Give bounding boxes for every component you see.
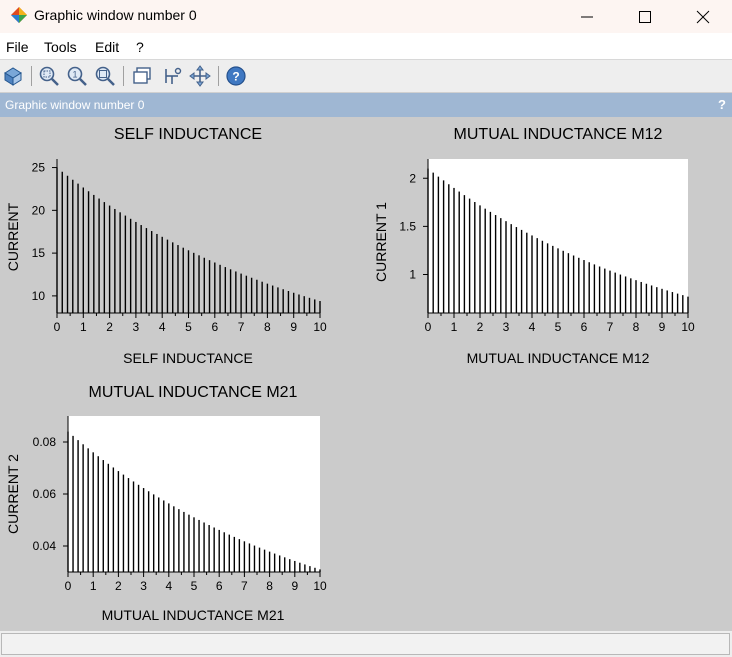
x-tick-label: 4: [165, 579, 172, 593]
x-tick-label: 8: [266, 579, 273, 593]
x-tick-label: 0: [425, 320, 432, 334]
zoom-in-icon[interactable]: 1: [66, 65, 88, 87]
x-tick-label: 0: [54, 320, 61, 334]
chart-title: SELF INDUCTANCE: [114, 126, 262, 143]
status-message: [1, 633, 730, 655]
x-tick-label: 1: [80, 320, 87, 334]
pan-icon[interactable]: [189, 65, 211, 87]
menu-file[interactable]: File: [6, 39, 29, 55]
minimize-icon: [581, 16, 593, 17]
chart-mutual-inductance-m21: MUTUAL INDUCTANCE M21 MUTUAL INDUCTANCE …: [5, 384, 327, 623]
x-tick-label: 9: [659, 320, 666, 334]
svg-text:1: 1: [72, 70, 77, 80]
y-tick-label: 20: [32, 203, 46, 217]
toolbar-separator: [218, 66, 219, 86]
window-title: Graphic window number 0: [34, 7, 197, 23]
toolbar-separator: [31, 66, 32, 86]
x-tick-label: 8: [633, 320, 640, 334]
menu-help[interactable]: ?: [136, 39, 144, 55]
minimize-button[interactable]: [558, 0, 616, 33]
chart-title: MUTUAL INDUCTANCE M12: [454, 126, 663, 143]
plots-svg: SELF INDUCTANCE SELF INDUCTANCE CURRENT …: [5, 126, 695, 623]
graphic-canvas: SELF INDUCTANCE SELF INDUCTANCE CURRENT …: [0, 117, 732, 631]
zoom-out-icon[interactable]: [94, 65, 116, 87]
x-tick-label: 3: [140, 579, 147, 593]
close-button[interactable]: [674, 0, 732, 33]
scilab-logo-icon: [11, 7, 27, 23]
edit-axes-icon[interactable]: [161, 65, 183, 87]
zoom-area-icon[interactable]: [38, 65, 60, 87]
svg-text:?: ?: [232, 70, 239, 84]
x-tick-label: 3: [503, 320, 510, 334]
y-tick-label: 0.06: [33, 487, 57, 501]
x-tick-label: 2: [477, 320, 484, 334]
toolbar-separator: [123, 66, 124, 86]
chart-self-inductance: SELF INDUCTANCE SELF INDUCTANCE CURRENT …: [5, 126, 327, 366]
panel-title: Graphic window number 0: [5, 98, 145, 112]
menu-edit[interactable]: Edit: [95, 39, 120, 55]
x-tick-label: 1: [451, 320, 458, 334]
y-tick-label: 0.04: [33, 539, 57, 553]
x-tick-label: 7: [241, 579, 248, 593]
x-tick-label: 5: [555, 320, 562, 334]
window-titlebar: Graphic window number 0: [0, 0, 732, 33]
y-axis-label: CURRENT: [5, 202, 21, 271]
x-tick-label: 2: [106, 320, 113, 334]
panel-help-button[interactable]: ?: [718, 97, 726, 112]
menu-bar: File Tools Edit ?: [0, 33, 732, 59]
x-tick-label: 6: [581, 320, 588, 334]
x-tick-label: 2: [115, 579, 122, 593]
x-tick-label: 9: [291, 579, 298, 593]
x-tick-label: 7: [238, 320, 245, 334]
x-tick-label: 6: [211, 320, 218, 334]
status-bar: [0, 631, 732, 657]
x-axis-label: SELF INDUCTANCE: [123, 350, 253, 366]
menu-tools[interactable]: Tools: [44, 39, 77, 55]
x-tick-label: 10: [313, 579, 327, 593]
x-tick-label: 0: [65, 579, 72, 593]
maximize-button[interactable]: [616, 0, 674, 33]
panel-header: Graphic window number 0 ?: [0, 93, 732, 117]
x-tick-label: 8: [264, 320, 271, 334]
x-tick-label: 4: [529, 320, 536, 334]
x-axis-label: MUTUAL INDUCTANCE M21: [102, 607, 285, 623]
x-tick-label: 5: [185, 320, 192, 334]
y-tick-label: 10: [32, 289, 46, 303]
x-axis-label: MUTUAL INDUCTANCE M12: [467, 350, 650, 366]
y-tick-label: 15: [32, 246, 46, 260]
y-axis-label: CURRENT 2: [5, 454, 21, 534]
x-tick-label: 7: [607, 320, 614, 334]
x-tick-label: 5: [191, 579, 198, 593]
y-tick-label: 1: [409, 268, 416, 282]
x-tick-label: 1: [90, 579, 97, 593]
x-tick-label: 3: [133, 320, 140, 334]
toolbar: 1 ?: [0, 59, 732, 93]
datatip-icon[interactable]: [131, 65, 153, 87]
help-icon[interactable]: ?: [225, 65, 247, 87]
y-tick-label: 2: [409, 171, 416, 185]
y-tick-label: 0.08: [33, 435, 57, 449]
y-tick-label: 1.5: [399, 219, 416, 233]
close-icon: [696, 10, 710, 23]
rotate-icon[interactable]: [2, 65, 24, 87]
chart-title: MUTUAL INDUCTANCE M21: [89, 384, 298, 401]
x-tick-label: 10: [681, 320, 695, 334]
chart-mutual-inductance-m12: MUTUAL INDUCTANCE M12 MUTUAL INDUCTANCE …: [373, 126, 695, 366]
x-tick-label: 10: [313, 320, 327, 334]
y-tick-label: 25: [32, 161, 46, 175]
x-tick-label: 9: [290, 320, 297, 334]
maximize-icon: [639, 10, 651, 23]
y-axis-label: CURRENT 1: [373, 202, 389, 282]
x-tick-label: 6: [216, 579, 223, 593]
x-tick-label: 4: [159, 320, 166, 334]
